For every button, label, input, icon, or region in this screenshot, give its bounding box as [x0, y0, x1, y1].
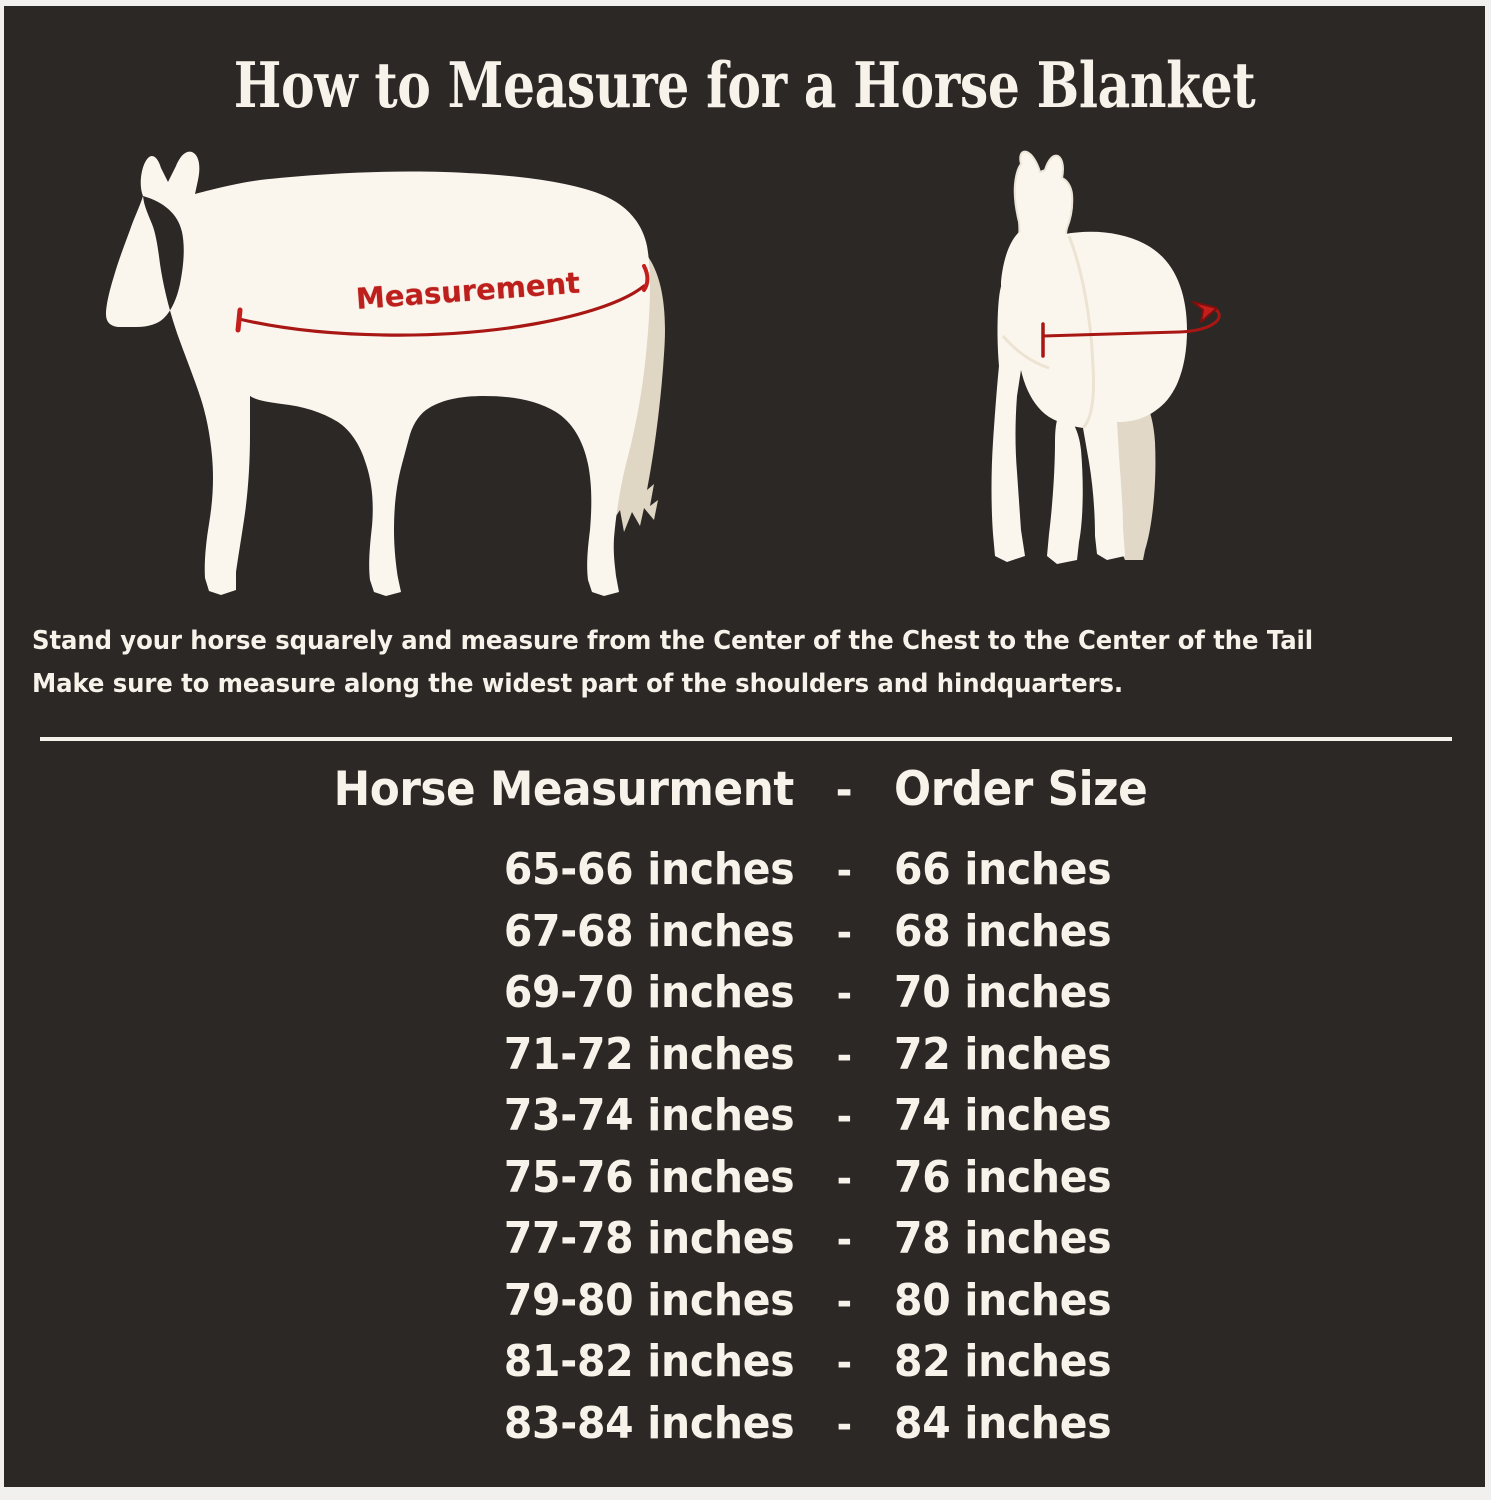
cell-measurement: 81-82 inches	[503, 1336, 795, 1387]
cell-measurement: 71-72 inches	[503, 1028, 795, 1080]
table-row: 71-72 inches - 72 inches	[4, 1029, 1485, 1091]
cell-measurement: 77-78 inches	[503, 1213, 795, 1264]
table-row: 77-78 inches - 78 inches	[4, 1213, 1485, 1275]
table-row: 69-70 inches - 70 inches	[4, 967, 1485, 1029]
cell-measurement: 75-76 inches	[503, 1151, 795, 1203]
horse-chest-contour	[176, 330, 216, 434]
cell-order-size: 68 inches	[894, 905, 1112, 957]
cell-order-size: 82 inches	[894, 1336, 1112, 1387]
measurement-tick-right	[642, 264, 650, 292]
cell-separator: -	[836, 1155, 852, 1202]
horse-rear-near-leg-shape	[1047, 412, 1083, 564]
cell-separator: -	[836, 1032, 852, 1079]
cell-measurement: 79-80 inches	[503, 1274, 795, 1326]
cell-measurement: 83-84 inches	[503, 1397, 795, 1449]
section-divider	[40, 737, 1452, 741]
column-header-separator: -	[835, 765, 853, 816]
instructions-line-2: Make sure to measure along the widest pa…	[32, 669, 1124, 699]
cell-separator: -	[836, 1217, 852, 1263]
cell-separator: -	[836, 848, 852, 894]
table-header-row: Horse Measurment - Order Size	[4, 762, 1485, 844]
cell-separator: -	[836, 1401, 852, 1448]
table-row: 65-66 inches - 66 inches	[4, 844, 1485, 906]
horse-rear-view-illustration	[991, 150, 1221, 564]
table-row: 81-82 inches - 82 inches	[4, 1336, 1485, 1398]
size-chart-table: Horse Measurment - Order Size 65-66 inch…	[4, 762, 1485, 1459]
instructions-block: Stand your horse squarely and measure fr…	[32, 620, 1398, 706]
horse-rear-belly-contour	[1001, 335, 1050, 370]
cell-measurement: 67-68 inches	[503, 905, 795, 957]
cell-separator: -	[836, 1278, 852, 1325]
cell-measurement: 69-70 inches	[503, 967, 795, 1018]
table-row: 75-76 inches - 76 inches	[4, 1152, 1485, 1214]
horse-rear-contour	[1067, 235, 1095, 430]
table-row: 83-84 inches - 84 inches	[4, 1398, 1485, 1460]
column-header-order-size: Order Size	[894, 762, 1148, 817]
cell-order-size: 66 inches	[894, 844, 1112, 895]
cell-separator: -	[836, 971, 852, 1017]
cell-order-size: 76 inches	[894, 1151, 1112, 1203]
horse-rear-body-shape	[991, 231, 1187, 562]
cell-separator: -	[836, 1340, 852, 1386]
cell-order-size: 80 inches	[894, 1274, 1112, 1326]
cell-order-size: 72 inches	[894, 1028, 1112, 1080]
page-title: How to Measure for a Horse Blanket	[233, 48, 1256, 122]
table-row: 67-68 inches - 68 inches	[4, 906, 1485, 968]
table-row: 73-74 inches - 74 inches	[4, 1090, 1485, 1152]
table-row: 79-80 inches - 80 inches	[4, 1275, 1485, 1337]
measurement-arrowhead-icon	[1192, 301, 1218, 323]
column-header-measurement: Horse Measurment	[333, 762, 795, 817]
measurement-line	[237, 284, 646, 337]
cell-separator: -	[836, 909, 852, 956]
cell-order-size: 70 inches	[894, 967, 1112, 1018]
horse-body-shape	[106, 151, 650, 596]
instructions-line-1: Stand your horse squarely and measure fr…	[32, 626, 1314, 656]
cell-measurement: 73-74 inches	[503, 1090, 795, 1141]
horse-side-view-illustration	[106, 151, 665, 596]
cell-separator: -	[836, 1094, 852, 1140]
poster-panel: How to Measure for a Horse Blanket Measu…	[4, 6, 1485, 1487]
measurement-tick-left	[235, 307, 243, 333]
cell-measurement: 65-66 inches	[503, 844, 795, 895]
cell-order-size: 74 inches	[894, 1090, 1112, 1141]
cell-order-size: 78 inches	[894, 1213, 1112, 1264]
cell-order-size: 84 inches	[894, 1397, 1112, 1449]
